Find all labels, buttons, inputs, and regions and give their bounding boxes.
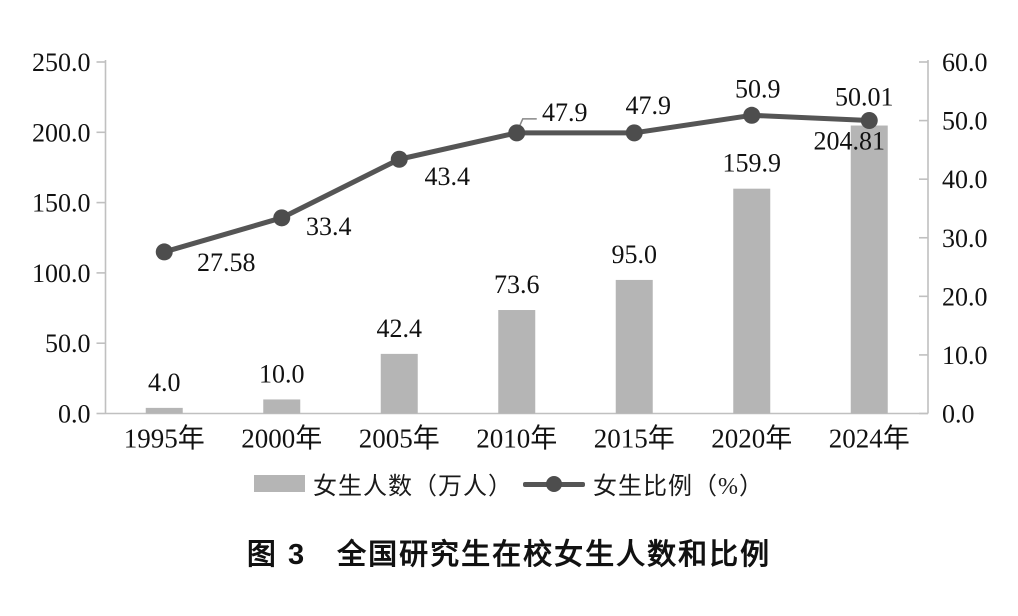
bar-value-label: 95.0 [612, 240, 658, 269]
right-axis-tick-label: 0.0 [942, 400, 975, 429]
bar-value-label: 10.0 [259, 359, 305, 388]
line-value-label: 50.01 [835, 83, 894, 112]
legend-item-line-series: 女生比例（%） [523, 466, 764, 501]
line-marker [273, 209, 291, 227]
line-value-label: 43.4 [425, 162, 471, 191]
figure-caption: 图 3 全国研究生在校女生人数和比例 [246, 539, 772, 571]
legend-item-bar-series: 女生人数（万人） [254, 466, 513, 501]
line-value-label: 33.4 [306, 212, 352, 241]
x-axis-category-label: 2010年 [476, 424, 557, 454]
right-axis-tick-label: 60.0 [942, 48, 988, 77]
line-series-swatch [523, 475, 585, 493]
x-axis-category-label: 2005年 [359, 424, 440, 454]
bar [733, 188, 771, 414]
left-axis-tick-label: 250.0 [32, 48, 91, 77]
right-axis-tick-label: 20.0 [942, 282, 988, 311]
left-axis-tick-label: 150.0 [32, 189, 91, 218]
x-axis-category-label: 2015年 [594, 424, 675, 454]
bar-value-label: 73.6 [494, 270, 540, 299]
x-axis-category-label: 2020年 [711, 424, 792, 454]
bar-value-label: 42.4 [377, 314, 423, 343]
line-value-label: 47.9 [626, 91, 672, 120]
right-axis-tick-label: 40.0 [942, 165, 988, 194]
bar-series-label: 女生人数（万人） [313, 474, 513, 500]
bar-series-swatch [254, 475, 305, 492]
line-marker [625, 124, 643, 142]
x-axis-category-label: 2000年 [241, 424, 322, 454]
label-leader-line [518, 118, 537, 129]
chart-legend: 女生人数（万人） 女生比例（%） [0, 466, 1018, 501]
bar [263, 399, 301, 414]
bar [615, 279, 653, 414]
line-series-label: 女生比例（%） [593, 474, 764, 500]
left-axis-tick-label: 0.0 [58, 400, 91, 429]
line-marker [860, 112, 878, 130]
bar-value-label: 4.0 [148, 368, 181, 397]
x-axis-category-label: 2024年 [829, 424, 910, 454]
line-swatch-marker [546, 475, 562, 492]
combo-chart: 0.0 50.0 100.0 150.0 200.0 250.0 0.0 10.0 20.0 30… [32, 48, 988, 454]
left-axis-tick-label: 200.0 [32, 118, 91, 147]
bar [498, 310, 536, 414]
right-axis-tick-label: 50.0 [942, 107, 988, 136]
bar-value-label: 159.9 [723, 149, 782, 178]
line-value-label: 47.9 [542, 98, 588, 127]
line-marker [743, 106, 761, 124]
line-value-label: 27.58 [197, 248, 256, 277]
line-value-label: 50.9 [735, 74, 781, 103]
line-marker [155, 243, 173, 261]
left-axis-tick-label: 50.0 [45, 329, 91, 358]
line-marker [390, 150, 408, 168]
right-axis-tick-label: 30.0 [942, 224, 988, 253]
line-marker [508, 124, 526, 142]
bar [850, 125, 888, 414]
left-axis-tick-label: 100.0 [32, 259, 91, 288]
bar-value-label: 204.81 [814, 127, 886, 156]
bar [380, 353, 418, 414]
x-axis-category-label: 1995年 [124, 424, 205, 454]
bar [145, 407, 183, 414]
right-axis-tick-label: 10.0 [942, 341, 988, 370]
